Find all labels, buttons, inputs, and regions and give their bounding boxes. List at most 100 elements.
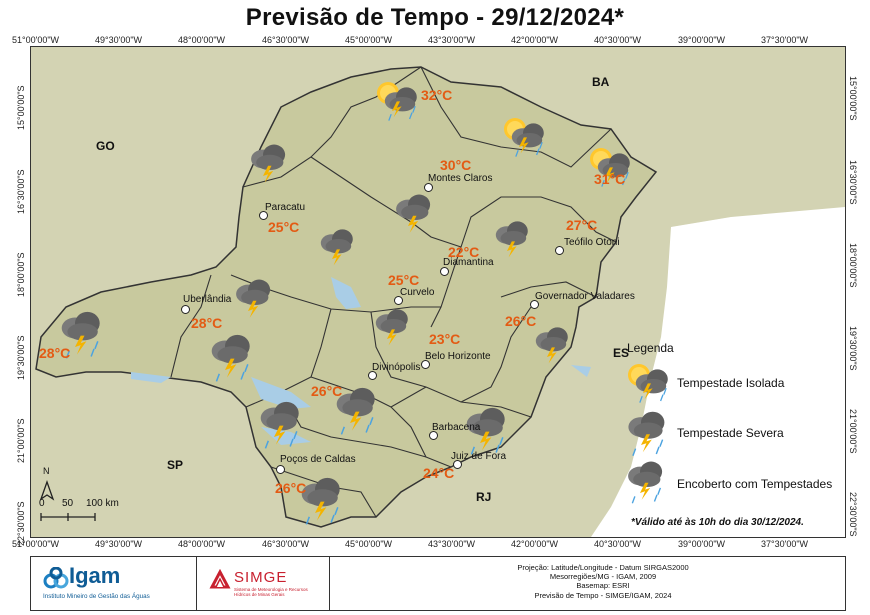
lon-tick: 37°30'00"W — [761, 539, 809, 549]
reservoirs — [131, 277, 591, 445]
temperature-label: 27°C — [566, 217, 598, 233]
footer-divider — [329, 557, 330, 610]
lon-tick: 40°30'00"W — [594, 35, 642, 45]
lon-tick: 39°00'00"W — [678, 539, 726, 549]
city-label: Barbacena — [432, 422, 481, 433]
scale-bar — [40, 513, 96, 521]
city-label: Divinópolis — [372, 362, 421, 373]
page-title: Previsão de Tempo - 29/12/2024* — [245, 4, 625, 31]
city-marker[interactable] — [440, 267, 449, 276]
credits: Projeção: Latitude/Longitude - Datum SIR… — [361, 563, 845, 600]
lat-tick: 22°30'00"S — [848, 492, 858, 537]
temperature-label: 25°C — [388, 272, 420, 288]
city-label: Belo Horizonte — [425, 351, 491, 362]
city-label: Teófilo Otoni — [564, 237, 620, 248]
city-marker[interactable] — [181, 305, 190, 314]
map-canvas[interactable] — [31, 47, 845, 537]
temperature-label: 26°C — [275, 480, 307, 496]
lat-tick: 21°00'00"S — [848, 409, 858, 454]
lon-tick: 48°00'00"W — [178, 35, 226, 45]
simge-subtitle: Sistema de Meteorologia e Recursos Hídri… — [234, 587, 308, 597]
city-label: Uberlândia — [183, 294, 232, 305]
lon-tick: 37°30'00"W — [761, 35, 809, 45]
lat-tick: 19°30'00"S — [16, 335, 26, 380]
city-marker[interactable] — [421, 360, 430, 369]
simge-name: SIMGE — [234, 569, 288, 586]
city-marker[interactable] — [276, 465, 285, 474]
city-marker[interactable] — [394, 296, 403, 305]
city-marker[interactable] — [368, 371, 377, 380]
scale-label-100: 100 km — [86, 498, 119, 509]
north-label: N — [43, 466, 50, 476]
credit-line: Basemap: ESRI — [576, 581, 630, 591]
credit-line: Mesorregiões/MG - IGAM, 2009 — [549, 572, 657, 582]
temperature-label: 28°C — [191, 315, 223, 331]
lat-tick: 19°30'00"S — [848, 326, 858, 371]
igam-subtitle: Instituto Mineiro de Gestão das Águas — [43, 593, 150, 600]
lat-tick: 21°00'00"S — [16, 418, 26, 463]
validity-note: *Válido até às 10h do dia 30/12/2024. — [631, 517, 804, 528]
city-label: Curvelo — [400, 287, 435, 298]
credit-line: Previsão de Tempo - SIMGE/IGAM, 2024 — [534, 590, 672, 600]
temperature-label: 22°C — [448, 244, 480, 260]
city-marker[interactable] — [530, 300, 539, 309]
temperature-label: 25°C — [268, 219, 300, 235]
ocean-area — [591, 207, 845, 537]
city-marker[interactable] — [555, 246, 564, 255]
temperature-label: 26°C — [505, 313, 537, 329]
lon-tick: 42°00'00"W — [511, 539, 559, 549]
igam-logo: Igam Instituto Mineiro de Gestão das Águ… — [43, 563, 183, 603]
lon-tick: 48°00'00"W — [178, 539, 226, 549]
state-label-ba: BA — [592, 75, 610, 89]
simge-logo: SIMGE Sistema de Meteorologia e Recursos… — [209, 567, 325, 605]
north-arrow — [39, 480, 55, 501]
lat-tick: 22°30'00"S — [16, 501, 26, 546]
city-label: Governador Valadares — [535, 291, 635, 302]
lat-tick: 18°00'00"S — [848, 243, 858, 288]
lon-tick: 51°00'00"W — [12, 539, 60, 549]
city-label: Montes Claros — [428, 173, 493, 184]
legend-item-overcast: Encoberto com Tempestades — [677, 477, 833, 491]
lat-tick: 16°30'00"S — [16, 169, 26, 214]
lat-tick: 18°00'00"S — [16, 252, 26, 297]
temperature-label: 31°C — [594, 171, 626, 187]
igam-drop-icon — [43, 567, 69, 589]
lat-tick: 16°30'00"S — [848, 160, 858, 205]
city-marker[interactable] — [429, 431, 438, 440]
map-frame: GO BA SP ES RJ 32°C 30°C 31°C 25°C 27°C … — [30, 46, 846, 538]
state-label-es: ES — [613, 346, 630, 360]
city-label: Poços de Caldas — [280, 454, 356, 465]
legend-item-isolated: Tempestade Isolada — [677, 376, 785, 390]
city-label: Juiz de Fora — [451, 451, 507, 462]
city-marker[interactable] — [453, 460, 462, 469]
footer: Igam Instituto Mineiro de Gestão das Águ… — [30, 556, 846, 611]
lon-tick: 45°00'00"W — [345, 539, 393, 549]
temperature-label: 32°C — [421, 87, 453, 103]
lon-tick: 40°30'00"W — [594, 539, 642, 549]
igam-name: Igam — [69, 563, 121, 588]
temperature-label: 28°C — [39, 345, 71, 361]
city-marker[interactable] — [424, 183, 433, 192]
lon-tick: 49°30'00"W — [95, 35, 143, 45]
lon-tick: 46°30'00"W — [262, 539, 310, 549]
lon-tick: 51°00'00"W — [12, 35, 60, 45]
scale-label-50: 50 — [62, 498, 74, 509]
simge-icon — [209, 569, 231, 589]
lon-tick: 42°00'00"W — [511, 35, 559, 45]
lon-tick: 46°30'00"W — [262, 35, 310, 45]
lon-tick: 39°00'00"W — [678, 35, 726, 45]
city-marker[interactable] — [259, 211, 268, 220]
legend-item-severe: Tempestade Severa — [677, 426, 784, 440]
temperature-label: 30°C — [440, 157, 472, 173]
lon-tick: 45°00'00"W — [345, 35, 393, 45]
lon-tick: 43°30'00"W — [428, 35, 476, 45]
city-label: Diamantina — [443, 257, 494, 268]
state-label-rj: RJ — [476, 490, 492, 504]
temperature-label: 23°C — [429, 331, 461, 347]
credit-line: Projeção: Latitude/Longitude - Datum SIR… — [517, 563, 689, 572]
temperature-label: 26°C — [311, 383, 343, 399]
lon-tick: 49°30'00"W — [95, 539, 143, 549]
city-label: Paracatu — [265, 202, 306, 213]
state-label-sp: SP — [167, 458, 184, 472]
lat-tick: 15°00'00"S — [848, 76, 858, 121]
